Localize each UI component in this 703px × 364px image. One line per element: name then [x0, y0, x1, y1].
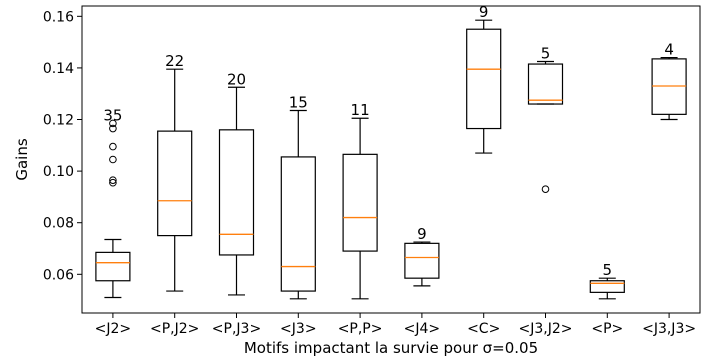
count-label: 9: [479, 3, 489, 21]
outlier-point: [109, 142, 117, 151]
x-tick-label: <J4>: [404, 321, 441, 337]
count-label: 35: [103, 106, 122, 124]
count-label: 22: [165, 52, 184, 70]
x-tick-label: <C>: [467, 321, 500, 337]
x-tick-label: <J2>: [95, 321, 132, 337]
y-tick-label: 0.14: [43, 61, 74, 77]
x-tick-label: <P,J2>: [150, 321, 199, 337]
x-tick-label: <P,J3>: [212, 321, 261, 337]
count-label: 11: [351, 101, 370, 119]
y-tick-label: 0.12: [43, 113, 74, 129]
box: [280, 156, 316, 292]
outlier-point: [109, 176, 117, 184]
box: [466, 28, 502, 130]
outlier-point: [109, 119, 117, 128]
x-tick-label: <P,P>: [338, 321, 383, 337]
box: [95, 251, 131, 282]
count-label: 5: [603, 261, 613, 279]
count-label: 4: [664, 41, 674, 59]
box: [218, 129, 255, 256]
outlier-point: [541, 185, 550, 193]
y-tick-label: 0.16: [43, 9, 74, 25]
y-axis-label: Gains: [13, 138, 31, 180]
y-tick-label: 0.08: [43, 216, 74, 232]
count-label: 20: [227, 70, 246, 88]
y-tick-label: 0.06: [43, 267, 74, 283]
count-label: 9: [417, 225, 427, 243]
count-label: 15: [289, 93, 308, 111]
plot-area: 0.06 0.08 0.10 0.12 0.14 0.16 35 <J2> 22 <P,J2> 20…: [43, 3, 701, 337]
x-tick-label: <J3,J2>: [519, 321, 573, 337]
outlier-point: [109, 178, 117, 187]
outlier-point: [109, 124, 117, 133]
box: [589, 280, 625, 293]
y-tick-label: 0.10: [43, 164, 74, 180]
x-axis-label: Motifs impactant la survie pour σ=0.05: [244, 339, 538, 357]
x-tick-label: <J3>: [280, 321, 317, 337]
outlier-point: [109, 155, 117, 164]
box: [342, 153, 378, 252]
box: [404, 242, 440, 279]
count-label: 5: [541, 44, 551, 62]
box: [157, 130, 193, 237]
box: [527, 63, 564, 105]
axes-frame: [81, 5, 701, 314]
x-tick-label: <P>: [591, 321, 623, 337]
x-tick-label: <J3,J3>: [642, 321, 696, 337]
